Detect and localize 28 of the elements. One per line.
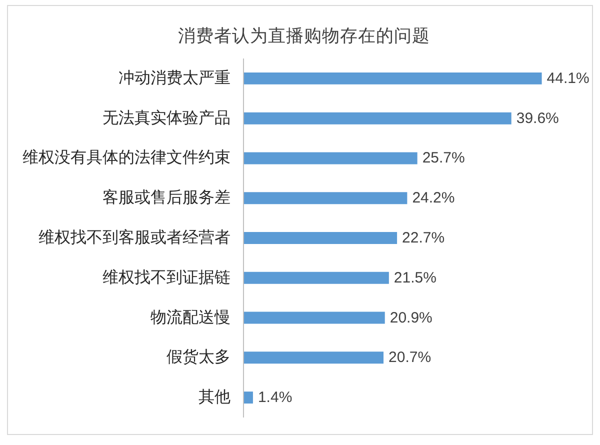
y-tick-label: 维权找不到证据链 xyxy=(102,268,230,286)
data-label: 20.7% xyxy=(388,349,432,366)
data-label: 24.2% xyxy=(412,190,455,207)
y-tick-label: 其他 xyxy=(198,388,230,406)
bar xyxy=(244,272,389,284)
y-tick-label: 客服或售后服务差 xyxy=(102,188,230,207)
data-label: 39.6% xyxy=(516,110,559,127)
chart-title: 消费者认为直播购物存在的问题 xyxy=(178,26,430,46)
bar xyxy=(244,112,512,124)
data-label: 22.7% xyxy=(402,230,445,246)
y-tick-label: 冲动消费太严重 xyxy=(118,68,230,87)
y-tick-label: 无法真实体验产品 xyxy=(102,108,230,127)
bar xyxy=(244,152,418,164)
y-tick-label: 物流配送慢 xyxy=(150,308,230,326)
data-label: 25.7% xyxy=(422,150,465,167)
data-label: 20.9% xyxy=(390,309,432,326)
bar xyxy=(244,312,385,324)
bar xyxy=(244,392,253,404)
data-label: 1.4% xyxy=(258,389,292,406)
bar xyxy=(244,192,408,204)
bar xyxy=(244,72,542,84)
y-tick-label: 维权没有具体的法律文件约束 xyxy=(22,148,230,167)
y-tick-label: 维权找不到客服或者经营者 xyxy=(38,228,230,246)
data-label: 21.5% xyxy=(394,269,436,286)
bar xyxy=(244,232,398,244)
data-label: 44.1% xyxy=(546,70,590,87)
y-tick-label: 假货太多 xyxy=(166,348,230,366)
bar xyxy=(244,352,384,364)
